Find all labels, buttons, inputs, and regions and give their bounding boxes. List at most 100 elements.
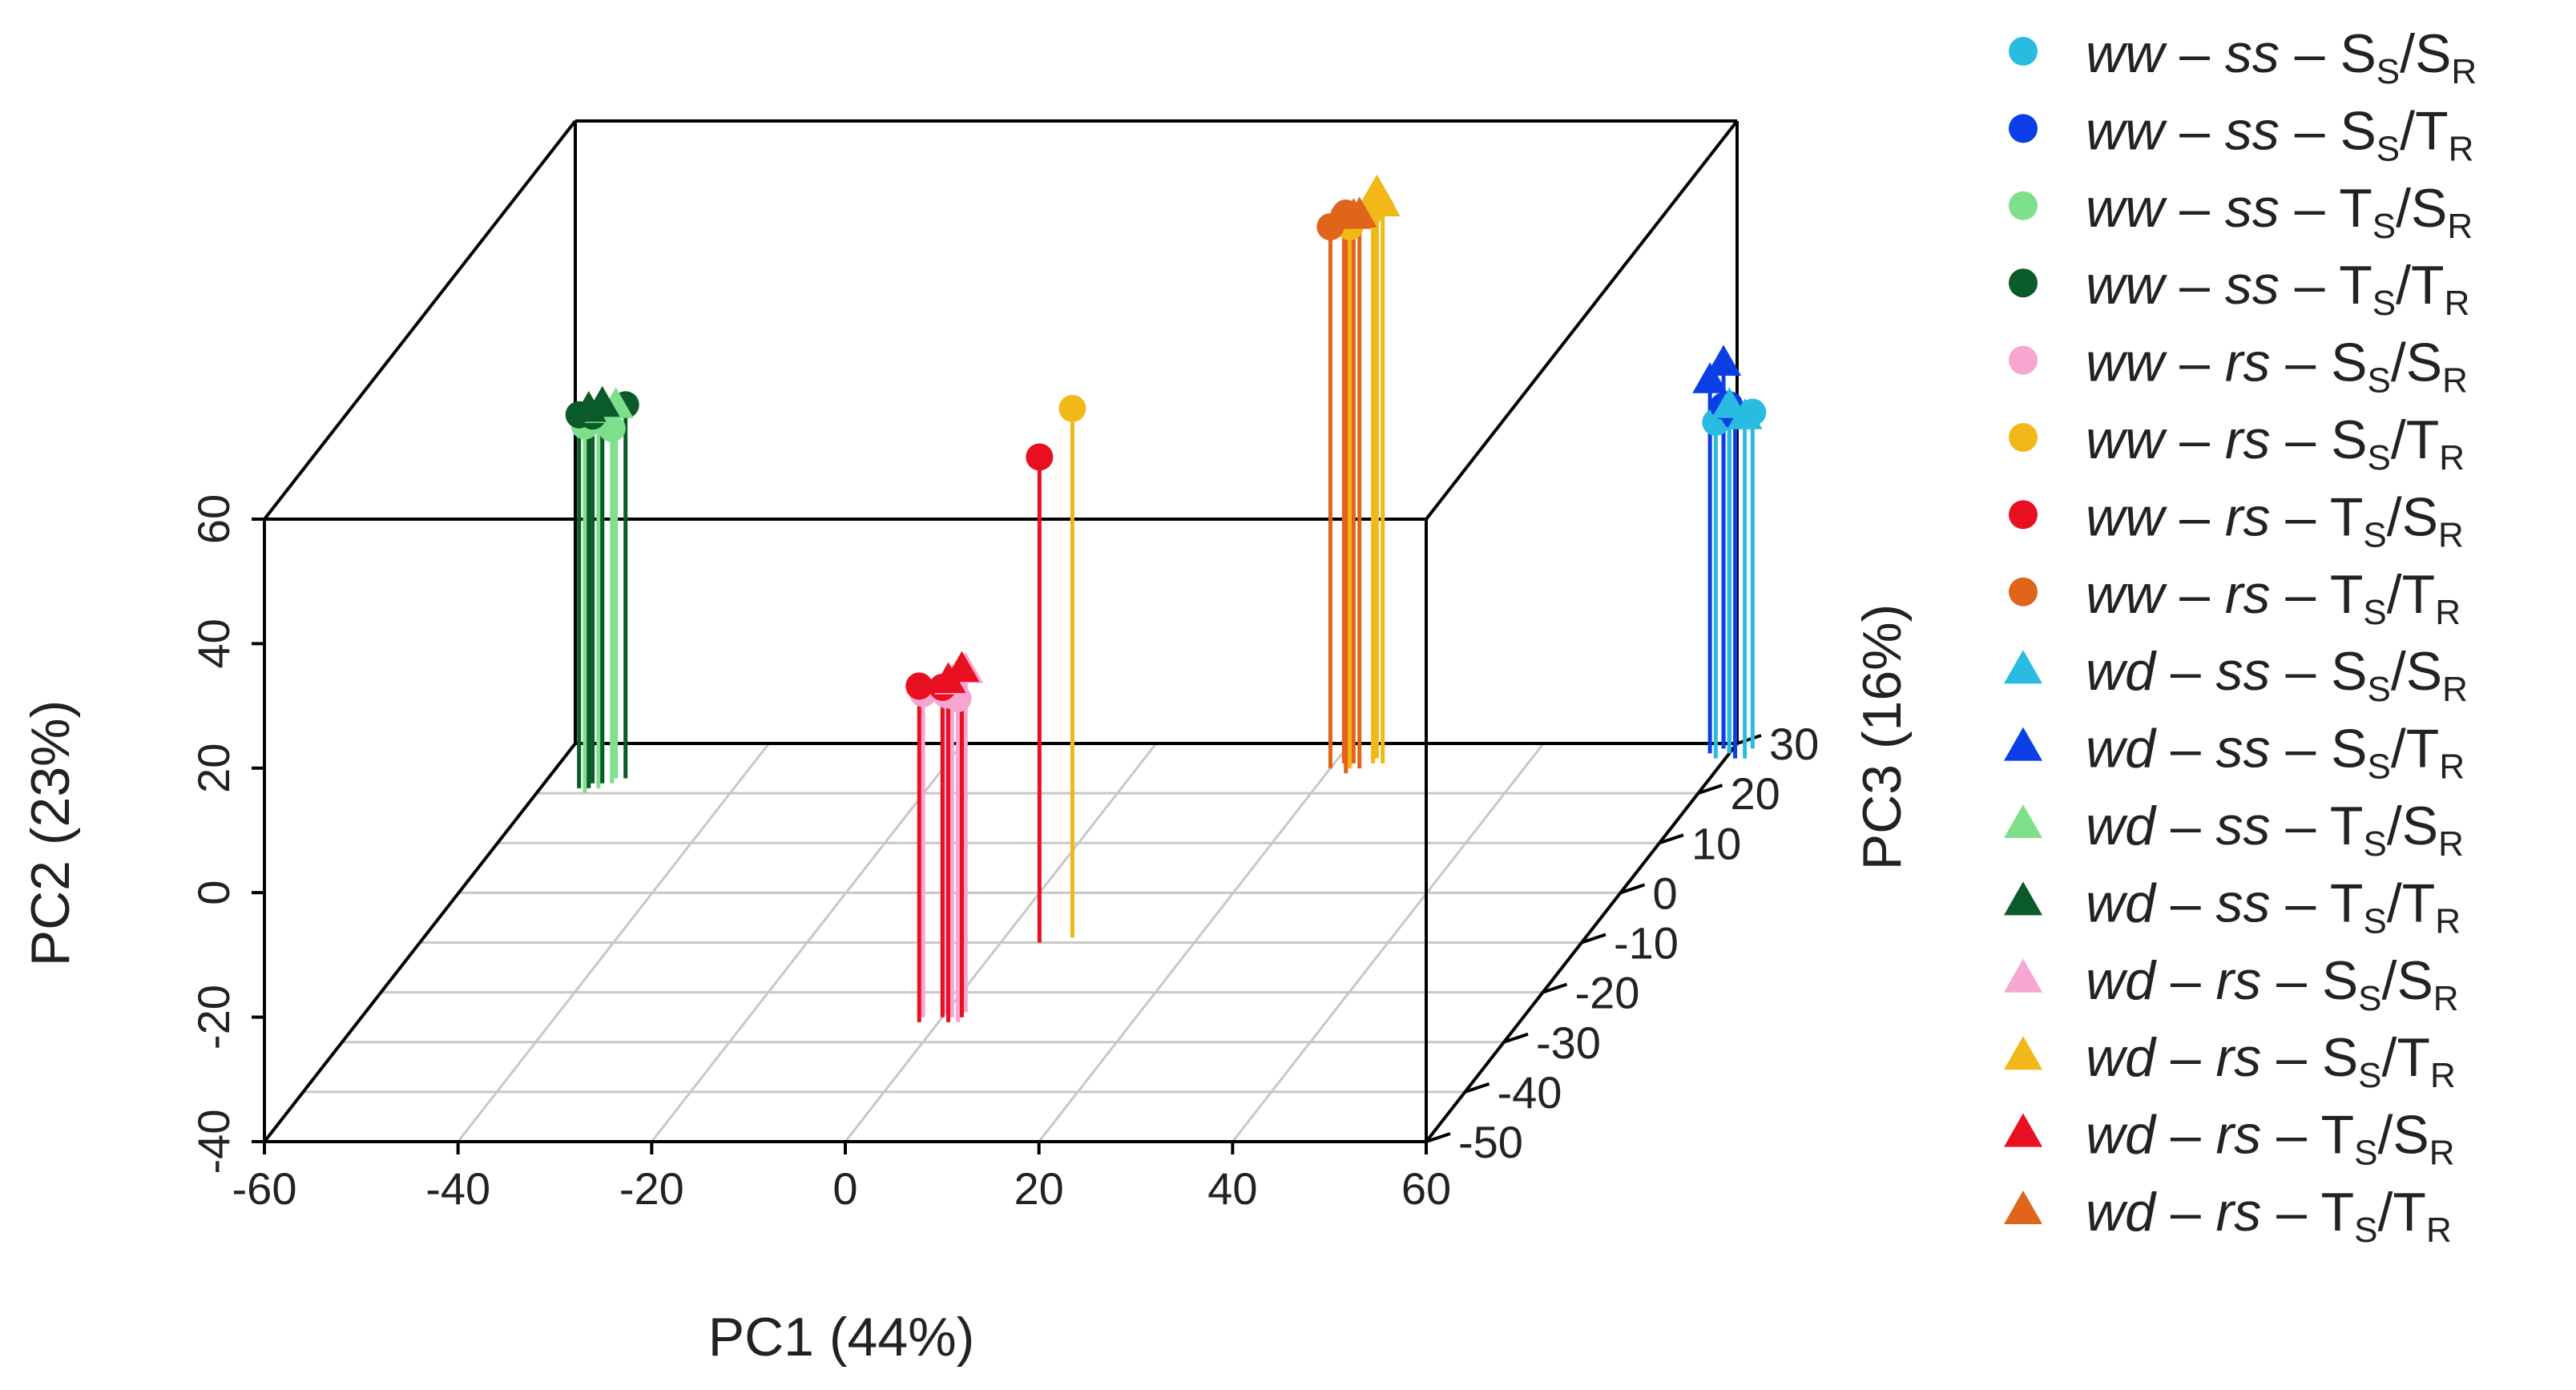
legend-label: wd – ss – SS/SR <box>2086 641 2468 709</box>
x-axis-title: PC1 (44%) <box>708 1307 975 1368</box>
z-tick-mark <box>1464 1082 1490 1094</box>
legend-label: wd – rs – SS/SR <box>2086 950 2459 1018</box>
legend-marker <box>2004 1036 2042 1070</box>
y-tick-label: -40 <box>188 1110 239 1174</box>
legend-marker <box>2009 268 2038 298</box>
z-tick-mark <box>1581 933 1606 945</box>
legend-item: wd – rs – SS/TR <box>2004 1027 2456 1095</box>
legend-label: ww – rs – TS/TR <box>2086 564 2461 632</box>
legend-label: ww – rs – SS/SR <box>2086 332 2468 401</box>
legend-item: ww – rs – TS/TR <box>2009 564 2461 632</box>
y-tick-label: -20 <box>188 985 239 1050</box>
plot-box <box>263 119 1739 1143</box>
legend-item: ww – ss – SS/TR <box>2009 100 2473 168</box>
data-point <box>1359 174 1395 206</box>
legend-label: ww – rs – TS/SR <box>2086 486 2464 554</box>
x-tick-label: 60 <box>1401 1163 1451 1214</box>
data-point <box>584 385 620 417</box>
box-edge <box>1425 119 1739 521</box>
legend-marker <box>2009 114 2038 143</box>
legend-item: wd – rs – TS/SR <box>2004 1105 2455 1173</box>
legend-marker <box>2009 500 2038 530</box>
legend-marker <box>2004 881 2042 916</box>
legend-label: ww – ss – TS/SR <box>2086 178 2473 246</box>
legend-label: ww – ss – SS/SR <box>2086 23 2477 91</box>
legend-item: wd – ss – SS/TR <box>2004 719 2465 787</box>
y-tick-label: 20 <box>188 743 239 793</box>
axis-ticks: -60 -40 -20 0 20 40 60-40-200204060-50-40-30-2… <box>188 494 1819 1214</box>
x-tick-label: 0 <box>832 1163 857 1214</box>
legend-item: ww – ss – TS/SR <box>2009 178 2473 246</box>
legend-item: ww – rs – SS/SR <box>2009 332 2468 401</box>
legend-marker <box>2004 958 2042 993</box>
legend-item: wd – rs – TS/TR <box>2004 1182 2452 1250</box>
data-point <box>1026 443 1054 471</box>
z-tick-label: -10 <box>1614 918 1679 969</box>
data-point <box>944 651 980 683</box>
legend-marker <box>2004 1113 2042 1147</box>
data-point <box>1058 394 1086 422</box>
legend-marker <box>2009 345 2038 375</box>
z-axis-title: PC3 (16%) <box>1852 604 1913 871</box>
legend-marker <box>2009 577 2038 606</box>
z-tick-label: 10 <box>1691 818 1741 868</box>
legend-marker <box>2004 1191 2042 1224</box>
legend-item: ww – ss – SS/SR <box>2009 23 2477 91</box>
legend-marker <box>2004 650 2042 684</box>
x-tick-label: 40 <box>1207 1163 1257 1214</box>
z-tick-mark <box>1425 1132 1451 1143</box>
z-tick-mark <box>1697 784 1723 796</box>
legend-label: ww – ss – SS/TR <box>2086 100 2473 168</box>
data-point <box>1336 198 1372 229</box>
box-edge <box>263 742 577 1143</box>
legend-label: wd – ss – TS/TR <box>2086 872 2461 941</box>
z-tick-mark <box>1659 833 1684 845</box>
x-tick-label: -20 <box>619 1163 684 1214</box>
legend-marker <box>2009 191 2038 220</box>
z-tick-label: 0 <box>1653 868 1678 918</box>
z-tick-mark <box>1503 1032 1529 1044</box>
legend-label: wd – rs – TS/TR <box>2086 1182 2452 1250</box>
legend-label: wd – rs – SS/TR <box>2086 1027 2456 1095</box>
y-tick-label: 40 <box>188 618 239 668</box>
legend-marker <box>2004 804 2042 838</box>
box-edge <box>263 119 577 521</box>
legend-item: ww – ss – TS/TR <box>2009 255 2469 323</box>
y-axis-title: PC2 (23%) <box>20 700 81 967</box>
point-stems <box>577 191 1755 1022</box>
data-point <box>1692 362 1728 393</box>
z-tick-mark <box>1542 982 1568 994</box>
z-tick-mark <box>1619 883 1646 895</box>
y-tick-label: 0 <box>188 880 239 905</box>
z-tick-label: 20 <box>1731 768 1780 819</box>
legend: ww – ss – SS/SR ww – ss – SS/TR ww – ss – … <box>2004 23 2477 1250</box>
legend-label: wd – rs – TS/SR <box>2086 1105 2455 1173</box>
data-points <box>565 174 1767 712</box>
legend-item: wd – rs – SS/SR <box>2004 950 2459 1018</box>
legend-marker <box>2004 727 2042 761</box>
legend-item: ww – rs – TS/SR <box>2009 486 2464 554</box>
z-tick-label: -20 <box>1575 968 1640 1018</box>
z-tick-label: -40 <box>1498 1067 1562 1118</box>
x-tick-label: -60 <box>232 1163 297 1214</box>
legend-label: ww – ss – TS/TR <box>2086 255 2469 323</box>
data-point <box>905 672 933 700</box>
legend-item: wd – ss – SS/SR <box>2004 641 2468 709</box>
z-tick-label: 30 <box>1769 719 1819 769</box>
legend-label: wd – ss – SS/TR <box>2086 719 2465 787</box>
legend-label: wd – ss – TS/SR <box>2086 796 2464 864</box>
z-tick-mark <box>1736 734 1762 745</box>
legend-label: ww – rs – SS/TR <box>2086 409 2465 477</box>
data-point <box>1727 398 1763 429</box>
legend-item: ww – rs – SS/TR <box>2009 409 2465 477</box>
x-tick-label: 20 <box>1014 1163 1064 1214</box>
y-tick-label: 60 <box>188 494 239 544</box>
legend-marker <box>2009 37 2038 66</box>
data-point <box>1706 344 1742 376</box>
x-tick-label: -40 <box>425 1163 490 1214</box>
legend-item: wd – ss – TS/SR <box>2004 796 2464 864</box>
z-tick-label: -30 <box>1536 1017 1601 1068</box>
legend-item: wd – ss – TS/TR <box>2004 872 2461 941</box>
z-tick-label: -50 <box>1458 1117 1523 1167</box>
